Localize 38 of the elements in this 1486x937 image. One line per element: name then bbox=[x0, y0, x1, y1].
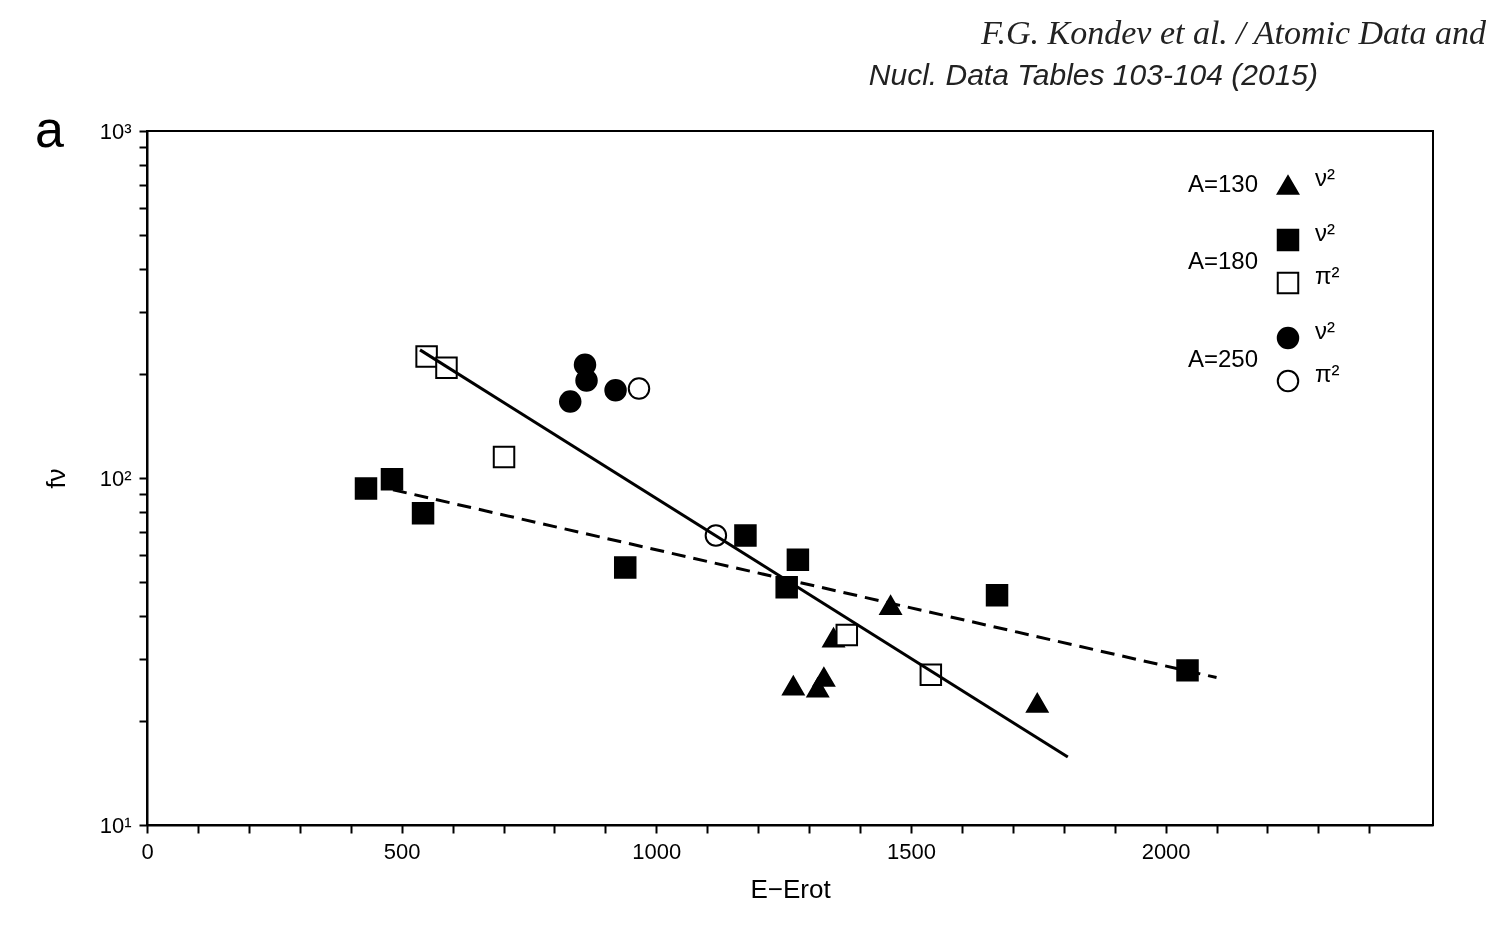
legend-label: π² bbox=[1315, 360, 1340, 387]
y-tick-label: 10¹ bbox=[99, 812, 132, 838]
point bbox=[604, 379, 627, 402]
x-tick-label: 1500 bbox=[886, 838, 936, 864]
point bbox=[354, 477, 378, 500]
point bbox=[613, 556, 637, 579]
annotation: A=250 bbox=[1187, 344, 1258, 372]
x-tick-label: 500 bbox=[383, 838, 421, 864]
point bbox=[1026, 692, 1049, 713]
point bbox=[812, 667, 836, 687]
legend-label: ν² bbox=[1315, 219, 1335, 246]
point bbox=[985, 584, 1009, 607]
legend-label: π² bbox=[1315, 262, 1340, 289]
point bbox=[558, 390, 582, 413]
point bbox=[380, 467, 404, 491]
y-axis-title: fν bbox=[40, 468, 71, 489]
legend-label: ν² bbox=[1315, 164, 1335, 191]
x-tick-label: 0 bbox=[141, 838, 154, 864]
text: F.G. Kondev et al. / Atomic Data and bbox=[980, 14, 1486, 51]
annotation: A=130 bbox=[1187, 170, 1258, 197]
y-tick-label: 10³ bbox=[99, 118, 132, 144]
legend-label: ν² bbox=[1315, 317, 1335, 344]
x-tick-label: 2000 bbox=[1141, 838, 1191, 864]
point bbox=[627, 377, 651, 400]
point bbox=[835, 623, 859, 647]
y-tick-label: 10² bbox=[99, 465, 132, 491]
point bbox=[782, 675, 805, 696]
x-tick-label: 1000 bbox=[632, 838, 682, 864]
x-axis-title: E−Erot bbox=[750, 873, 832, 904]
annotation: A=180 bbox=[1187, 246, 1258, 274]
point bbox=[492, 445, 516, 469]
point bbox=[575, 369, 598, 392]
point bbox=[734, 524, 757, 547]
point bbox=[786, 548, 810, 572]
chart-title: a bbox=[35, 100, 64, 158]
point bbox=[1176, 659, 1199, 682]
point bbox=[411, 501, 435, 525]
text: Nucl. Data Tables 103-104 (2015) bbox=[868, 58, 1318, 91]
